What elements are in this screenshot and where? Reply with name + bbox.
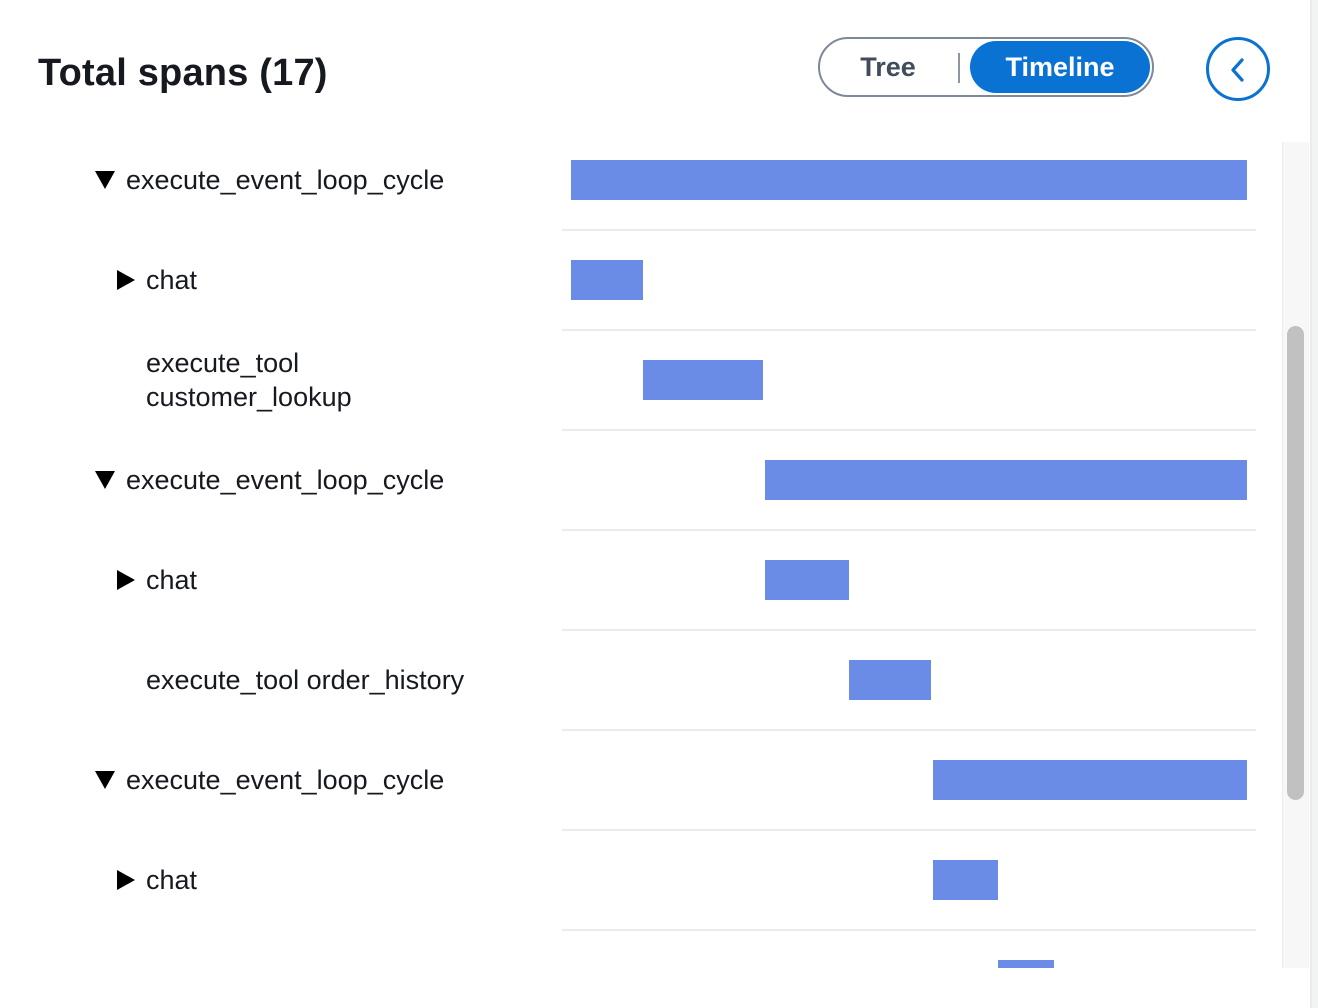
span-row[interactable]: chat <box>0 530 1280 631</box>
row-divider <box>562 929 1256 931</box>
span-row[interactable] <box>0 930 1280 968</box>
span-label: chat <box>146 265 198 295</box>
caret-down-icon[interactable] <box>95 471 115 489</box>
span-label: execute_event_loop_cycle <box>126 465 445 495</box>
row-divider <box>562 829 1256 831</box>
span-label: chat <box>146 565 198 595</box>
span-label: execute_tool order_history <box>146 665 465 695</box>
span-label: customer_lookup <box>146 382 352 412</box>
span-bar[interactable] <box>765 460 1247 500</box>
span-timeline: execute_event_loop_cycle chat execute_tool… <box>0 130 1280 968</box>
span-row[interactable]: chat <box>0 830 1280 931</box>
tree-view-button[interactable]: Tree <box>860 52 916 82</box>
span-label: execute_event_loop_cycle <box>126 765 445 795</box>
row-divider <box>562 529 1256 531</box>
row-divider <box>562 229 1256 231</box>
scrollbar-thumb[interactable] <box>1287 326 1304 800</box>
caret-down-icon[interactable] <box>95 771 115 789</box>
span-bar[interactable] <box>848 660 932 700</box>
span-label: execute_event_loop_cycle <box>126 165 445 195</box>
span-label: chat <box>146 865 198 895</box>
caret-right-icon[interactable] <box>117 870 135 890</box>
caret-right-icon[interactable] <box>117 570 135 590</box>
chevron-left-icon <box>1231 58 1244 82</box>
caret-down-icon[interactable] <box>95 171 115 189</box>
span-bar[interactable] <box>571 160 1247 200</box>
span-row[interactable]: execute_event_loop_cycle <box>0 130 1280 231</box>
row-divider <box>562 629 1256 631</box>
row-divider <box>562 729 1256 731</box>
span-label: execute_tool <box>146 348 300 378</box>
row-divider <box>562 429 1256 431</box>
row-divider <box>562 329 1256 331</box>
collapse-panel-button[interactable] <box>1206 37 1270 101</box>
caret-right-icon[interactable] <box>117 270 135 290</box>
span-bar[interactable] <box>933 760 1247 800</box>
span-row[interactable]: execute_event_loop_cycle <box>0 730 1280 831</box>
span-bar[interactable] <box>571 260 643 300</box>
span-bar[interactable] <box>933 860 998 900</box>
view-toggle: Tree Timeline <box>818 37 1154 97</box>
span-row[interactable]: execute_tool customer_lookup <box>0 330 1280 431</box>
span-bar[interactable] <box>765 560 849 600</box>
toggle-divider <box>958 53 960 83</box>
timeline-view-button[interactable]: Timeline <box>970 41 1150 93</box>
page-title: Total spans (17) <box>38 52 328 94</box>
span-row[interactable]: chat <box>0 230 1280 331</box>
span-row[interactable]: execute_tool order_history <box>0 630 1280 731</box>
span-bar[interactable] <box>997 960 1054 968</box>
span-row[interactable]: execute_event_loop_cycle <box>0 430 1280 531</box>
span-bar[interactable] <box>642 360 763 400</box>
